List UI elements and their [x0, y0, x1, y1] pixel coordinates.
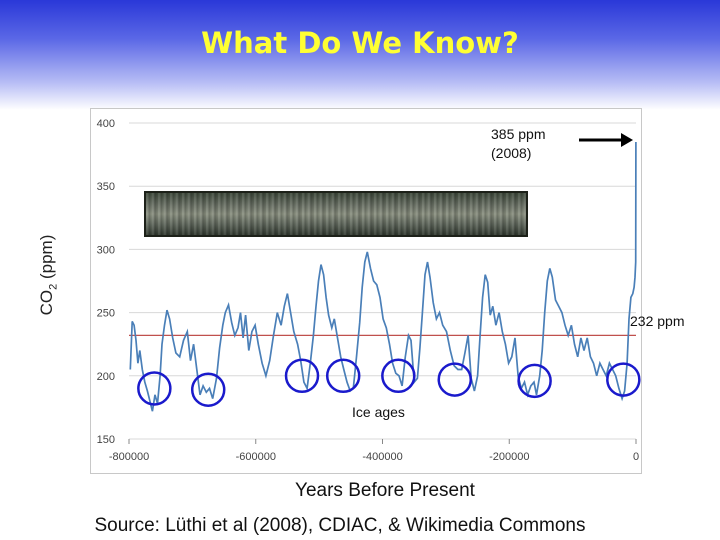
annotation-reference-value: 232 ppm [630, 313, 685, 329]
source-citation: Source: Lüthi et al (2008), CDIAC, & Wik… [94, 515, 586, 536]
ice-age-circle [137, 371, 172, 406]
ice-core-image [144, 191, 528, 237]
arrow-right-icon [579, 133, 633, 147]
y-tick-label: 250 [97, 308, 115, 320]
y-tick-label: 200 [97, 371, 115, 383]
y-tick-label: 400 [97, 118, 115, 130]
x-tick-label: 0 [633, 451, 639, 463]
annotation-ice-ages: Ice ages [352, 404, 405, 420]
slide-title: What Do We Know? [201, 26, 519, 60]
ice-age-circle [381, 358, 416, 394]
x-axis-title: Years Before Present [295, 480, 475, 501]
y-tick-label: 150 [97, 434, 115, 446]
ice-age-circles [137, 358, 641, 407]
x-tick-label: -800000 [109, 451, 149, 463]
y-tick-label: 300 [97, 244, 115, 256]
ice-age-circle [606, 362, 641, 397]
ice-age-circle [325, 358, 361, 394]
y-tick-label: 350 [97, 181, 115, 193]
chart-frame: 150 200 250 300 350 400 -800000 -600000 -400000… [90, 108, 642, 474]
ice-age-circle [190, 372, 226, 407]
ice-age-circle [284, 358, 320, 394]
co2-series-line [129, 141, 637, 412]
x-tick-label: -600000 [236, 451, 276, 463]
header-band [0, 0, 720, 110]
y-tick-labels: 150 200 250 300 350 400 [97, 118, 115, 446]
annotation-current-value: 385 ppm [491, 126, 546, 142]
ice-age-circle [517, 363, 552, 399]
ice-age-circle [437, 362, 472, 397]
x-tick-label: -200000 [489, 451, 529, 463]
co2-line-chart: 150 200 250 300 350 400 -800000 -600000 -400000… [97, 118, 641, 463]
annotation-current-year: (2008) [491, 145, 532, 161]
y-axis-title: CO2 (ppm) [37, 234, 60, 316]
x-tick-labels: -800000 -600000 -400000 -200000 0 [109, 439, 639, 463]
x-tick-label: -400000 [362, 451, 402, 463]
annotation-current-co2: 385 ppm (2008) [491, 125, 545, 163]
